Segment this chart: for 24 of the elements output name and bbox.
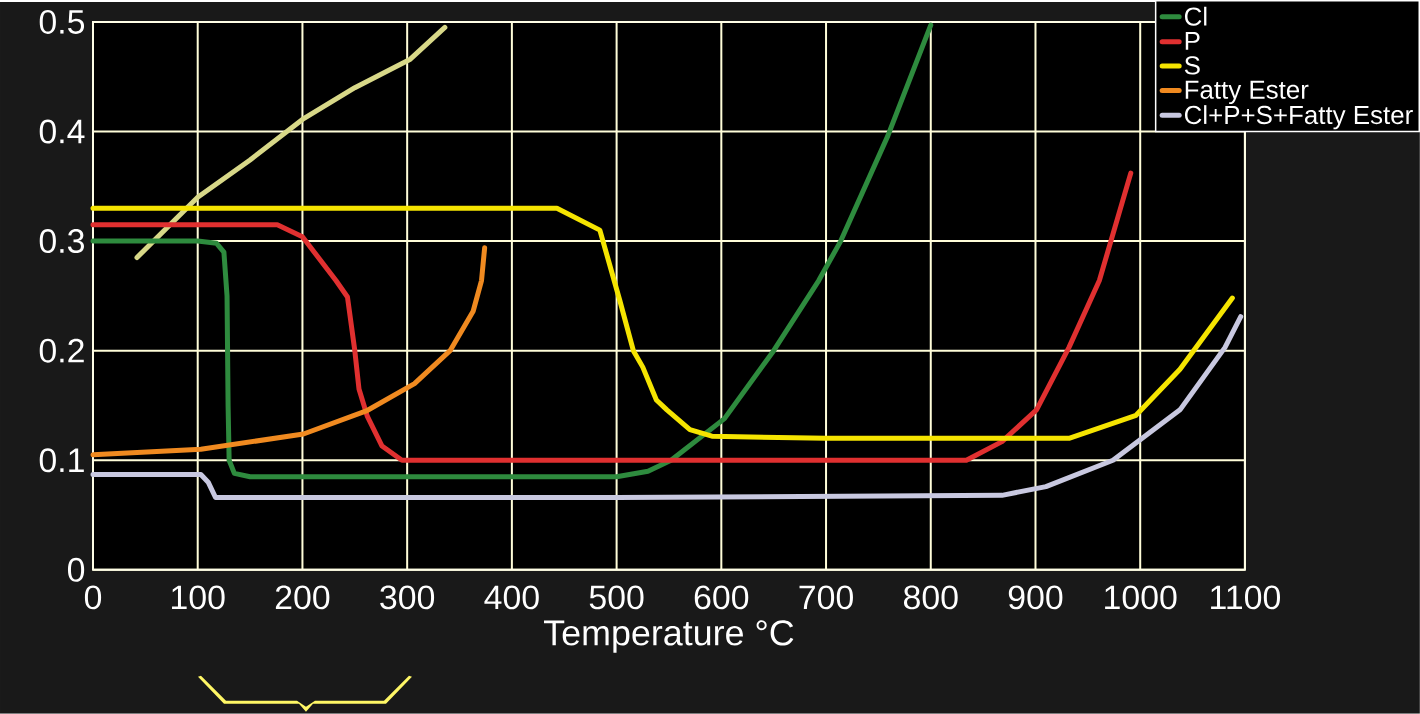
x-tick-label: 100 [172,585,225,610]
y-tick-label: 0 [67,557,85,582]
x-axis-title: Temperature °C [544,620,794,653]
x-tick-label: 600 [694,585,749,610]
y-tick-label: 0.3 [39,229,84,254]
x-tick-label: 200 [275,585,330,610]
x-tick-label: 900 [1008,585,1063,610]
x-tick-label: 0 [84,585,102,610]
legend-label: Cl+P+S+Fatty Ester [1184,105,1413,130]
y-tick-label: 0.2 [39,338,84,363]
x-tick-label: 1000 [1105,585,1177,610]
legend-label: Fatty Ester [1185,80,1309,105]
legend-label: S [1184,56,1200,75]
y-tick-label: 0.1 [39,448,84,473]
legend-label: Cl [1184,6,1207,26]
legend-label: P [1185,32,1200,50]
y-tick-label: 0.5 [39,9,85,34]
y-tick-label: 0.4 [39,119,85,144]
x-tick-label: 400 [484,585,539,610]
x-tick-label: 500 [589,585,644,610]
x-tick-label: 800 [903,585,958,610]
x-tick-label: 1100 [1211,585,1281,610]
x-tick-label: 300 [380,585,435,610]
x-tick-label: 700 [799,585,853,610]
